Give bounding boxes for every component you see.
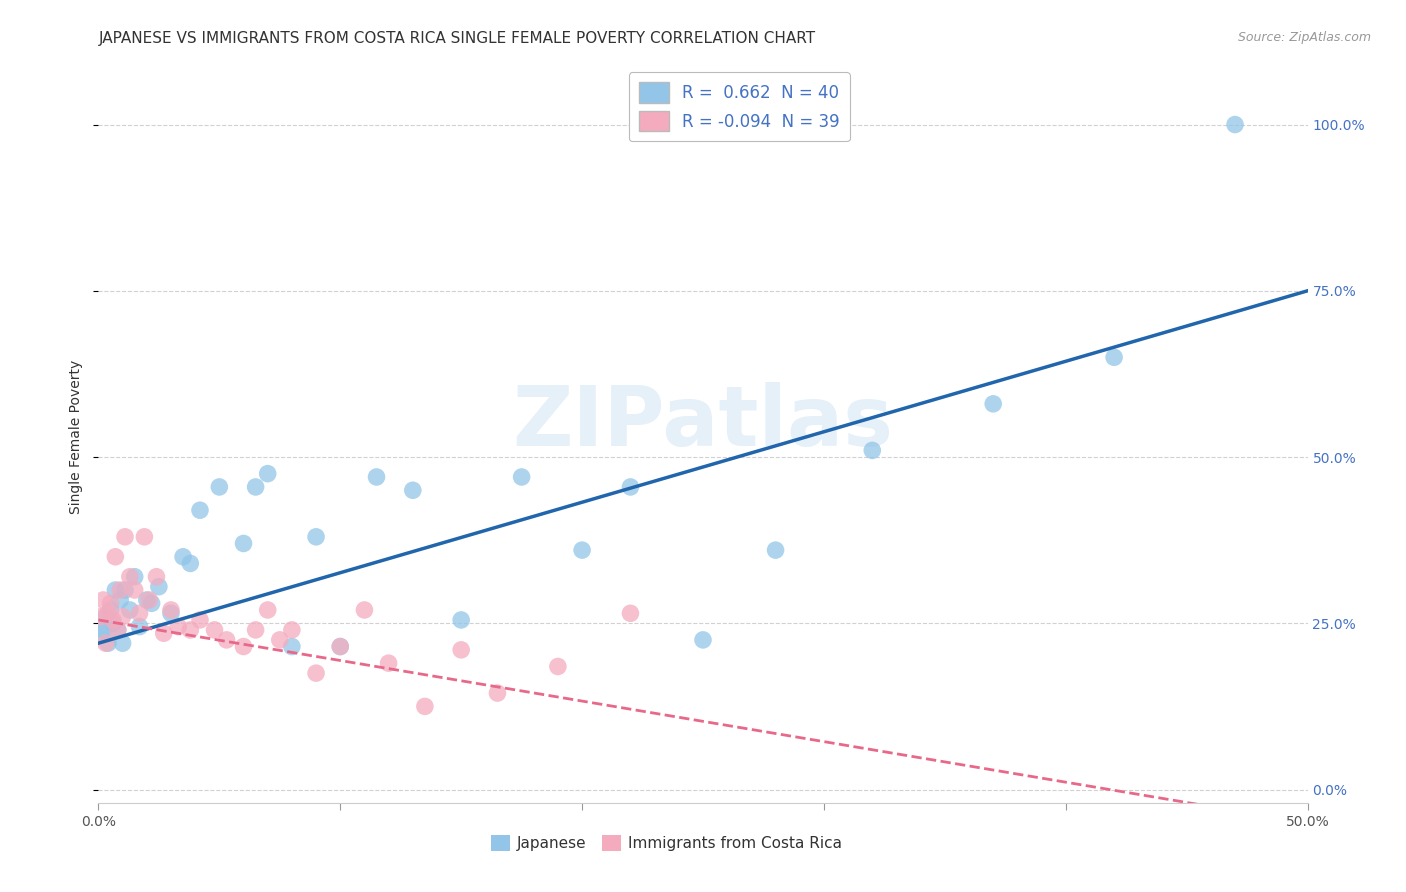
Text: ZIPatlas: ZIPatlas xyxy=(513,382,893,463)
Point xyxy=(208,480,231,494)
Point xyxy=(413,699,436,714)
Point xyxy=(111,609,134,624)
Point xyxy=(104,549,127,564)
Point xyxy=(111,636,134,650)
Point xyxy=(547,659,569,673)
Point xyxy=(91,623,114,637)
Point xyxy=(152,626,174,640)
Point xyxy=(148,580,170,594)
Point xyxy=(245,623,267,637)
Y-axis label: Single Female Poverty: Single Female Poverty xyxy=(69,360,83,514)
Point xyxy=(97,607,120,621)
Point xyxy=(450,613,472,627)
Point xyxy=(97,636,120,650)
Point xyxy=(765,543,787,558)
Point xyxy=(94,636,117,650)
Point xyxy=(101,613,124,627)
Point xyxy=(232,640,254,654)
Text: JAPANESE VS IMMIGRANTS FROM COSTA RICA SINGLE FEMALE POVERTY CORRELATION CHART: JAPANESE VS IMMIGRANTS FROM COSTA RICA S… xyxy=(98,31,815,46)
Point xyxy=(160,603,183,617)
Point xyxy=(402,483,425,498)
Text: Source: ZipAtlas.com: Source: ZipAtlas.com xyxy=(1237,31,1371,45)
Point xyxy=(107,623,129,637)
Point xyxy=(486,686,509,700)
Point xyxy=(145,570,167,584)
Point xyxy=(619,607,641,621)
Point xyxy=(305,530,328,544)
Point xyxy=(450,643,472,657)
Point xyxy=(90,626,112,640)
Point xyxy=(118,603,141,617)
Point xyxy=(138,593,160,607)
Point xyxy=(167,619,190,633)
Point xyxy=(108,582,131,597)
Point xyxy=(124,570,146,584)
Point xyxy=(256,467,278,481)
Point xyxy=(188,613,211,627)
Point xyxy=(108,593,131,607)
Legend: Japanese, Immigrants from Costa Rica: Japanese, Immigrants from Costa Rica xyxy=(485,830,848,857)
Point xyxy=(245,480,267,494)
Point xyxy=(232,536,254,550)
Point xyxy=(94,609,117,624)
Point xyxy=(128,607,150,621)
Point xyxy=(1223,118,1246,132)
Point xyxy=(377,656,399,670)
Point xyxy=(981,397,1004,411)
Point xyxy=(860,443,883,458)
Point xyxy=(134,530,156,544)
Point xyxy=(329,640,352,654)
Point xyxy=(329,640,352,654)
Point xyxy=(135,593,157,607)
Point xyxy=(692,632,714,647)
Point xyxy=(305,666,328,681)
Point xyxy=(172,549,194,564)
Point xyxy=(124,582,146,597)
Point xyxy=(91,593,114,607)
Point xyxy=(269,632,291,647)
Point xyxy=(256,603,278,617)
Point xyxy=(114,582,136,597)
Point xyxy=(281,623,304,637)
Point xyxy=(619,480,641,494)
Point xyxy=(114,530,136,544)
Point xyxy=(128,619,150,633)
Point xyxy=(100,596,122,610)
Point xyxy=(281,640,304,654)
Point xyxy=(571,543,593,558)
Point xyxy=(188,503,211,517)
Point xyxy=(1102,351,1125,365)
Point xyxy=(510,470,533,484)
Point xyxy=(215,632,238,647)
Point xyxy=(366,470,388,484)
Point xyxy=(104,582,127,597)
Point xyxy=(107,623,129,637)
Point xyxy=(100,603,122,617)
Point xyxy=(101,616,124,631)
Point xyxy=(179,557,201,571)
Point xyxy=(118,570,141,584)
Point xyxy=(179,623,201,637)
Point xyxy=(90,609,112,624)
Point xyxy=(353,603,375,617)
Point xyxy=(141,596,163,610)
Point xyxy=(160,607,183,621)
Point xyxy=(204,623,226,637)
